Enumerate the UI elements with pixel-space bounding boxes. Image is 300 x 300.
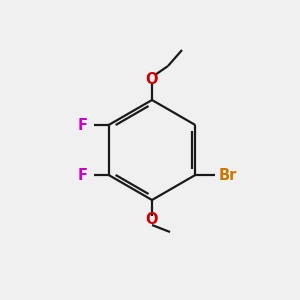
Text: Br: Br	[218, 167, 237, 182]
Text: O: O	[146, 212, 158, 227]
Text: F: F	[78, 167, 88, 182]
Text: O: O	[146, 73, 158, 88]
Text: F: F	[78, 118, 88, 133]
